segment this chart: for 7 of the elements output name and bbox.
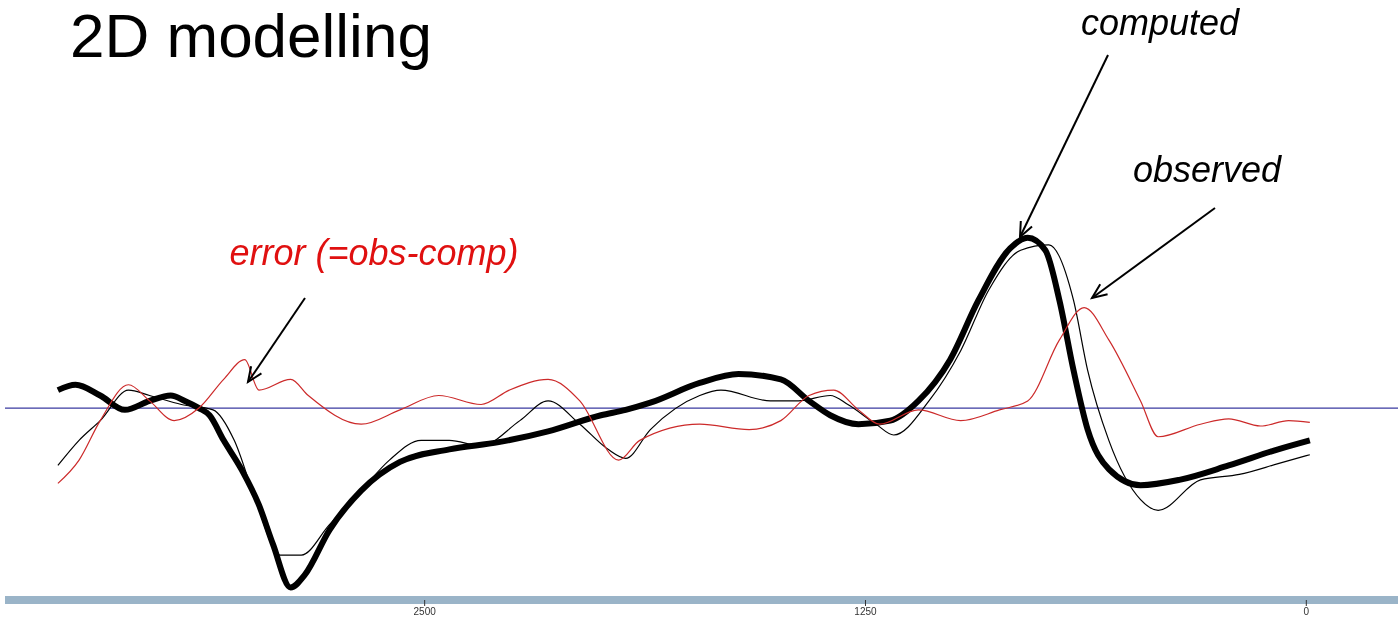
x-tick-label: 0 bbox=[1303, 606, 1310, 618]
text: observed bbox=[1132, 148, 1283, 190]
text: computed bbox=[1080, 1, 1241, 43]
chart-title: 2D modelling bbox=[70, 0, 432, 72]
x-tick-label: 1250 bbox=[854, 606, 878, 618]
annotation: error (=obs-comp) bbox=[229, 231, 519, 273]
x-tick-label: 2500 bbox=[413, 606, 437, 618]
